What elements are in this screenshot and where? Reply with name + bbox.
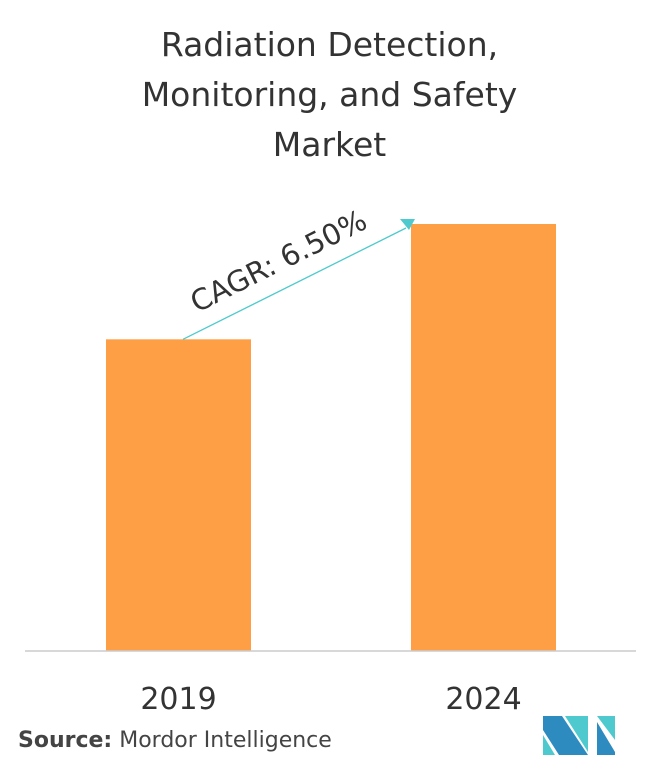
cagr-label: CAGR: 6.50% bbox=[185, 203, 372, 319]
bar-2024 bbox=[411, 224, 556, 651]
source-note: Source: Mordor Intelligence bbox=[18, 728, 332, 753]
title-line: Radiation Detection, bbox=[160, 25, 499, 64]
chart-title: Radiation Detection, Monitoring, and Saf… bbox=[0, 20, 659, 170]
bar-2019 bbox=[106, 339, 251, 651]
title-line: Market bbox=[272, 125, 387, 164]
title-line: Monitoring, and Safety bbox=[141, 75, 518, 114]
source-value: Mordor Intelligence bbox=[119, 728, 332, 753]
source-label: Source: bbox=[18, 728, 113, 753]
x-tick-label: 2024 bbox=[445, 682, 521, 717]
arrow-head-icon bbox=[400, 219, 415, 230]
x-tick-label: 2019 bbox=[140, 682, 216, 717]
cagr-arrow bbox=[182, 227, 407, 340]
